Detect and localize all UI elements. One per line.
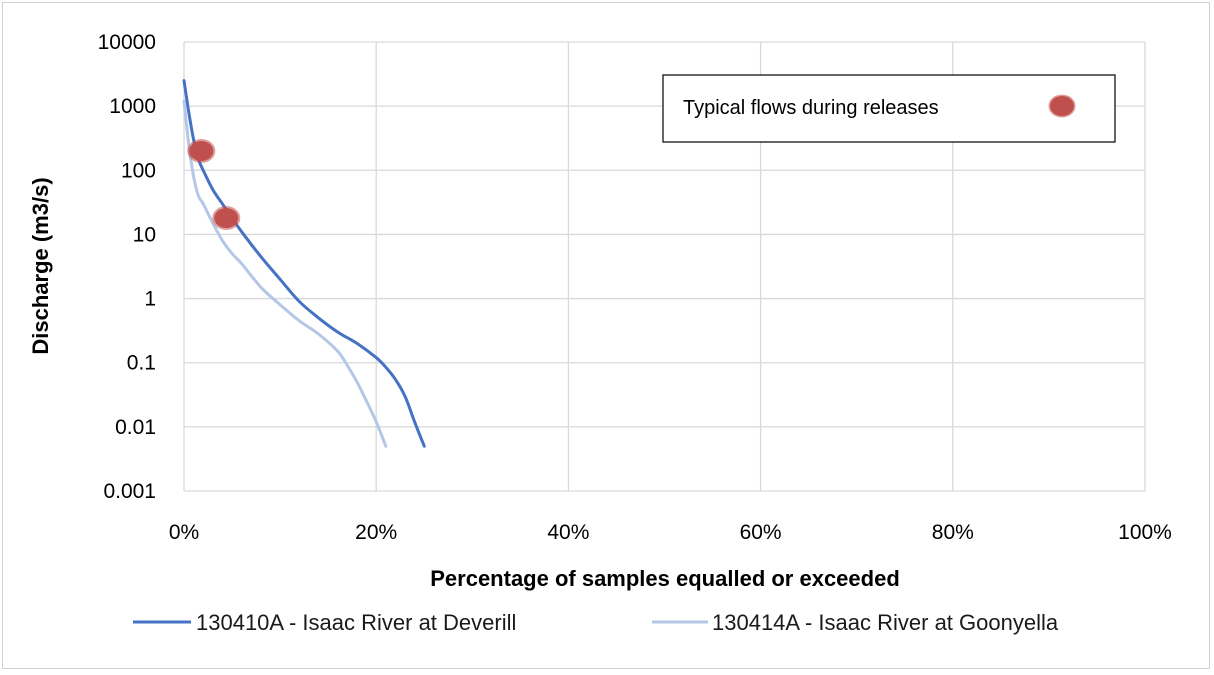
series-line-goonyella xyxy=(182,99,388,448)
series-lines xyxy=(182,79,426,448)
y-axis-title: Discharge (m3/s) xyxy=(28,177,53,354)
y-tick-label: 10 xyxy=(133,223,156,246)
x-tick-label: 60% xyxy=(740,521,782,544)
y-tick-label: 0.1 xyxy=(127,352,156,375)
x-tick-label: 0% xyxy=(169,521,199,544)
y-tick-label: 0.001 xyxy=(103,480,156,503)
release-flow-marker xyxy=(187,138,216,163)
release-markers xyxy=(187,138,241,231)
x-tick-label: 20% xyxy=(355,521,397,544)
tick-labels: 0.001 0.01 0.1 1 10 100 1000 10000 0% 20% 40% 60% 80… xyxy=(98,31,1172,544)
x-tick-label: 100% xyxy=(1118,521,1172,544)
series-line-deverill xyxy=(182,79,426,448)
x-axis-title: Percentage of samples equalled or exceed… xyxy=(430,566,900,591)
annotation-marker-icon xyxy=(1048,94,1076,118)
legend-item-deverill: 130410A - Isaac River at Deverill xyxy=(133,610,516,635)
legend-label: 130414A - Isaac River at Goonyella xyxy=(712,610,1059,635)
annotation-label: Typical flows during releases xyxy=(683,97,939,119)
y-tick-label: 0.01 xyxy=(115,416,156,439)
annotation-box: Typical flows during releases xyxy=(662,74,1116,143)
y-tick-label: 1000 xyxy=(109,95,156,118)
discharge-duration-chart: 0.001 0.01 0.1 1 10 100 1000 10000 0% 20% 40% 60% 80… xyxy=(28,31,1172,635)
x-tick-label: 40% xyxy=(547,521,589,544)
y-tick-label: 100 xyxy=(121,159,156,182)
y-tick-label: 10000 xyxy=(98,31,156,54)
y-tick-label: 1 xyxy=(144,288,156,311)
release-flow-marker xyxy=(212,206,241,231)
legend-label: 130410A - Isaac River at Deverill xyxy=(196,610,516,635)
legend: 130410A - Isaac River at Deverill 130414… xyxy=(133,610,1059,635)
legend-item-goonyella: 130414A - Isaac River at Goonyella xyxy=(652,610,1059,635)
x-tick-label: 80% xyxy=(932,521,974,544)
